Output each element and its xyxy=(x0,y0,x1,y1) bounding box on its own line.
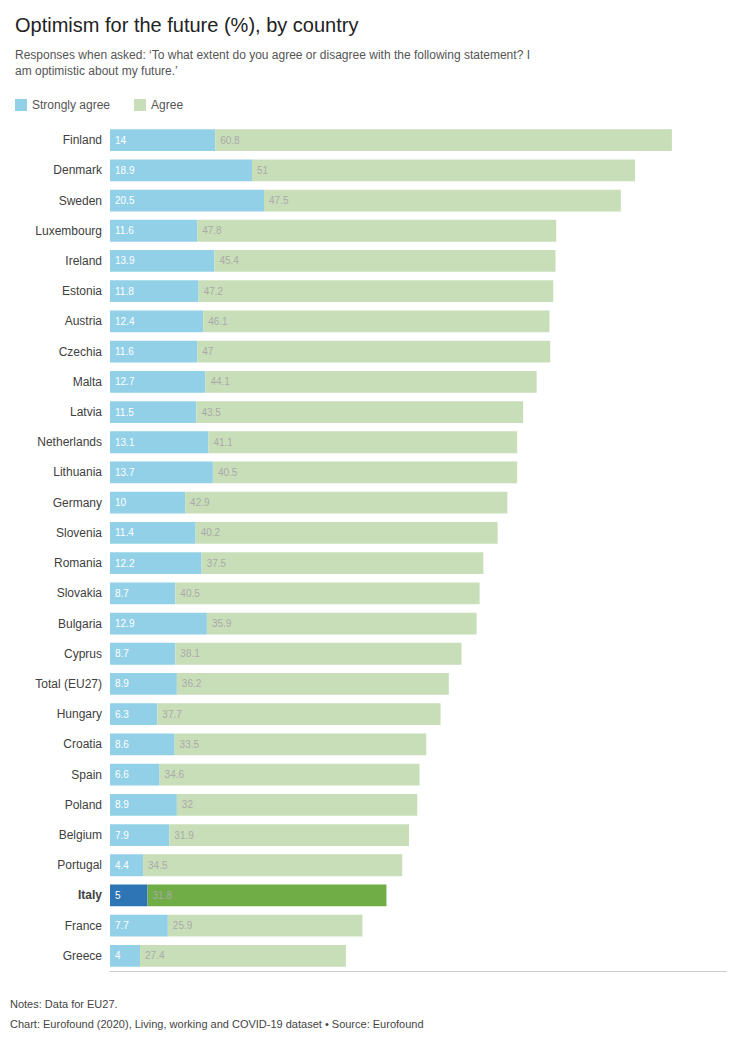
svg-text:Spain: Spain xyxy=(71,768,102,782)
svg-text:8.6: 8.6 xyxy=(115,739,129,750)
svg-text:25.9: 25.9 xyxy=(173,920,193,931)
svg-text:40.5: 40.5 xyxy=(218,467,238,478)
svg-text:4: 4 xyxy=(115,950,121,961)
svg-text:20.5: 20.5 xyxy=(115,195,135,206)
svg-text:40.2: 40.2 xyxy=(201,527,221,538)
svg-text:Belgium: Belgium xyxy=(59,828,102,842)
svg-text:47.8: 47.8 xyxy=(202,225,222,236)
svg-text:Responses when asked: ‘To what: Responses when asked: ‘To what extent do… xyxy=(15,48,530,62)
svg-text:12.9: 12.9 xyxy=(115,618,135,629)
svg-text:34.6: 34.6 xyxy=(165,769,185,780)
svg-text:8.7: 8.7 xyxy=(115,648,129,659)
svg-text:Slovakia: Slovakia xyxy=(57,586,103,600)
svg-text:6.6: 6.6 xyxy=(115,769,129,780)
svg-text:Luxembourg: Luxembourg xyxy=(35,224,102,238)
svg-text:Hungary: Hungary xyxy=(57,707,102,721)
svg-text:Greece: Greece xyxy=(63,949,103,963)
svg-text:Ireland: Ireland xyxy=(65,254,102,268)
svg-text:Germany: Germany xyxy=(53,496,102,510)
svg-text:37.7: 37.7 xyxy=(162,709,182,720)
svg-text:47.2: 47.2 xyxy=(204,286,224,297)
svg-text:Malta: Malta xyxy=(73,375,103,389)
svg-text:31.9: 31.9 xyxy=(174,830,194,841)
svg-text:Czechia: Czechia xyxy=(59,345,103,359)
svg-text:11.6: 11.6 xyxy=(115,225,134,236)
svg-text:8.9: 8.9 xyxy=(115,678,129,689)
svg-text:12.7: 12.7 xyxy=(115,376,135,387)
svg-text:Poland: Poland xyxy=(65,798,102,812)
svg-text:13.7: 13.7 xyxy=(115,467,135,478)
svg-text:Denmark: Denmark xyxy=(53,163,103,177)
svg-text:31.8: 31.8 xyxy=(153,890,173,901)
svg-text:47: 47 xyxy=(202,346,214,357)
svg-text:27.4: 27.4 xyxy=(145,950,165,961)
svg-text:Austria: Austria xyxy=(65,314,103,328)
svg-text:11.4: 11.4 xyxy=(115,527,134,538)
svg-text:5: 5 xyxy=(115,890,121,901)
svg-text:Estonia: Estonia xyxy=(62,284,102,298)
svg-text:11.6: 11.6 xyxy=(115,346,134,357)
svg-text:Netherlands: Netherlands xyxy=(37,435,102,449)
svg-text:Bulgaria: Bulgaria xyxy=(58,617,102,631)
svg-text:Romania: Romania xyxy=(54,556,102,570)
svg-text:Chart: Eurofound (2020), Livin: Chart: Eurofound (2020), Living, working… xyxy=(10,1018,424,1030)
svg-text:41.1: 41.1 xyxy=(213,437,233,448)
svg-text:60.8: 60.8 xyxy=(220,135,240,146)
svg-text:7.7: 7.7 xyxy=(115,920,129,931)
svg-text:Croatia: Croatia xyxy=(63,737,102,751)
svg-text:Strongly agree: Strongly agree xyxy=(32,98,110,112)
svg-text:France: France xyxy=(65,919,103,933)
svg-text:am optimistic about my future.: am optimistic about my future.’ xyxy=(15,64,178,78)
svg-text:Cyprus: Cyprus xyxy=(64,647,102,661)
svg-text:38.1: 38.1 xyxy=(180,648,200,659)
svg-text:Slovenia: Slovenia xyxy=(56,526,102,540)
svg-text:Total (EU27): Total (EU27) xyxy=(35,677,102,691)
svg-text:18.9: 18.9 xyxy=(115,165,135,176)
svg-text:Portugal: Portugal xyxy=(57,858,102,872)
svg-text:44.1: 44.1 xyxy=(210,376,230,387)
svg-text:Lithuania: Lithuania xyxy=(53,465,102,479)
svg-text:6.3: 6.3 xyxy=(115,709,129,720)
svg-text:Sweden: Sweden xyxy=(59,194,102,208)
svg-text:11.5: 11.5 xyxy=(115,407,134,418)
svg-text:32: 32 xyxy=(182,799,194,810)
svg-text:37.5: 37.5 xyxy=(207,558,227,569)
svg-text:4.4: 4.4 xyxy=(115,860,129,871)
svg-text:45.4: 45.4 xyxy=(219,255,239,266)
svg-text:43.5: 43.5 xyxy=(201,407,221,418)
svg-text:12.2: 12.2 xyxy=(115,558,135,569)
svg-text:Agree: Agree xyxy=(151,98,183,112)
svg-text:40.5: 40.5 xyxy=(180,588,200,599)
svg-text:13.1: 13.1 xyxy=(115,437,135,448)
svg-text:33.5: 33.5 xyxy=(180,739,200,750)
svg-text:46.1: 46.1 xyxy=(208,316,228,327)
svg-text:Notes: Data for EU27.: Notes: Data for EU27. xyxy=(10,998,118,1010)
svg-text:Optimism for the future (%), b: Optimism for the future (%), by country xyxy=(15,14,358,36)
svg-text:Finland: Finland xyxy=(63,133,102,147)
svg-text:36.2: 36.2 xyxy=(182,678,202,689)
svg-text:14: 14 xyxy=(115,135,127,146)
svg-text:42.9: 42.9 xyxy=(190,497,210,508)
svg-text:10: 10 xyxy=(115,497,127,508)
svg-text:35.9: 35.9 xyxy=(212,618,232,629)
svg-text:8.7: 8.7 xyxy=(115,588,129,599)
svg-text:Italy: Italy xyxy=(78,888,102,902)
svg-text:Latvia: Latvia xyxy=(70,405,102,419)
svg-text:51: 51 xyxy=(257,165,269,176)
svg-text:13.9: 13.9 xyxy=(115,255,135,266)
svg-text:8.9: 8.9 xyxy=(115,799,129,810)
svg-text:12.4: 12.4 xyxy=(115,316,135,327)
svg-text:7.9: 7.9 xyxy=(115,830,129,841)
svg-text:47.5: 47.5 xyxy=(269,195,289,206)
svg-text:11.8: 11.8 xyxy=(115,286,134,297)
svg-text:34.5: 34.5 xyxy=(148,860,168,871)
